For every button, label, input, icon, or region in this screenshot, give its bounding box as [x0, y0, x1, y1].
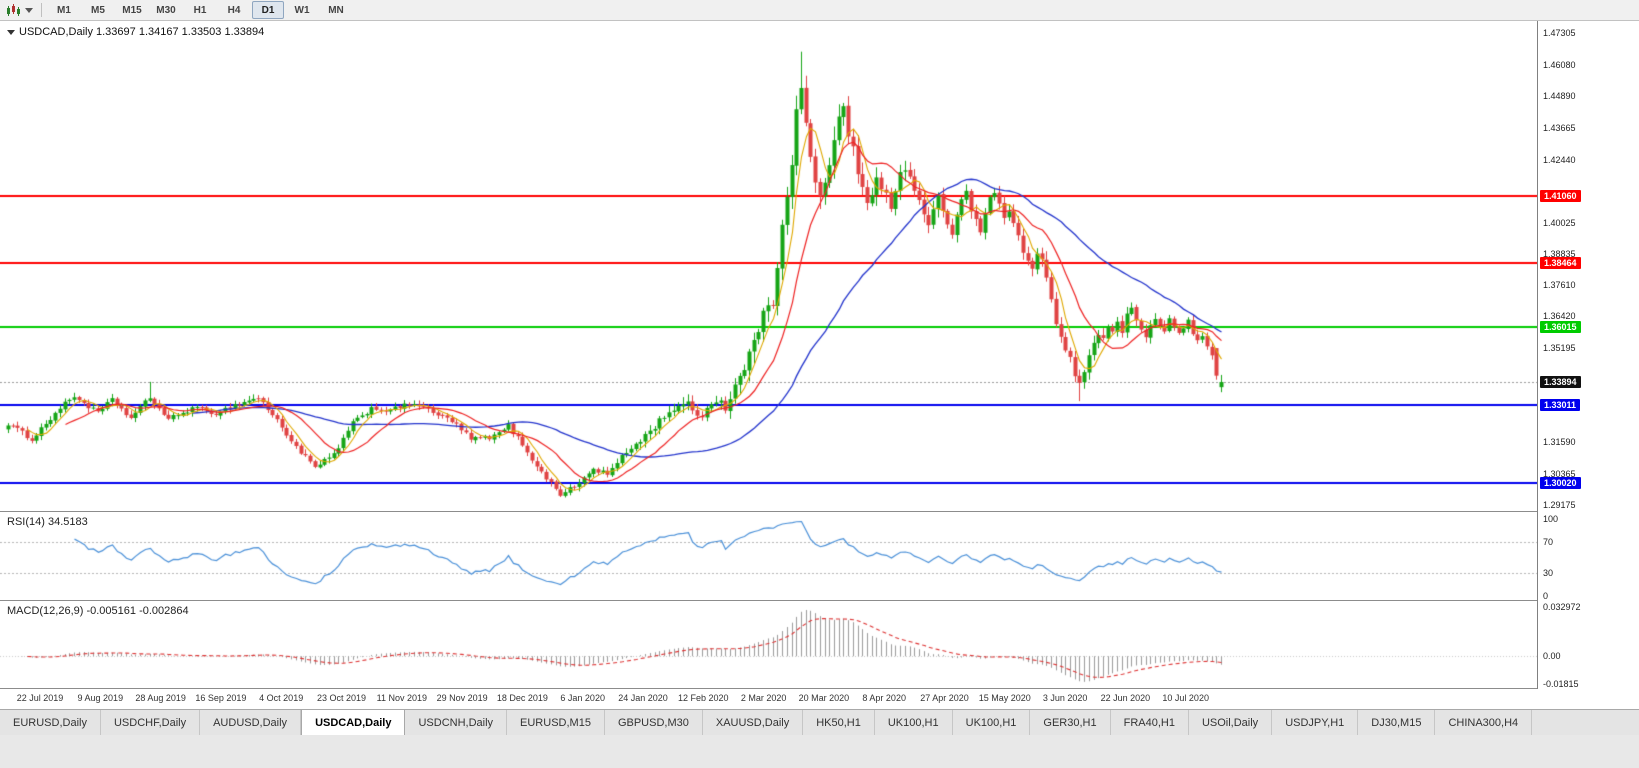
macd-axis-label: -0.01815 [1543, 679, 1579, 689]
date-axis-label: 24 Jan 2020 [618, 693, 668, 703]
timeframe-button-H4[interactable]: H4 [227, 4, 241, 16]
toolbar-separator [41, 3, 42, 17]
date-axis-label: 2 Mar 2020 [740, 693, 787, 703]
chart-tab-eurusd-m15[interactable]: EURUSD,M15 [507, 710, 605, 735]
date-axis-label: 28 Aug 2019 [135, 693, 186, 703]
panel-splitter[interactable] [0, 511, 1639, 512]
chart-tab-eurusd-daily[interactable]: EURUSD,Daily [0, 710, 101, 735]
price-axis-label: 1.47305 [1543, 28, 1576, 39]
date-axis-label: 23 Oct 2019 [316, 693, 367, 703]
main-chart-canvas[interactable] [0, 21, 1537, 511]
date-axis-label: 12 Feb 2020 [678, 693, 729, 703]
timeframe-button-MN[interactable]: MN [328, 4, 344, 16]
date-axis-label: 22 Jun 2020 [1100, 693, 1151, 703]
toolbar: M1 M5 M15 M30 H1 H4 D1 W1 MN [0, 0, 1639, 21]
price-axis[interactable]: 1.47305 1.46080 1.44890 1.43665 1.42440 1.400… [1537, 21, 1639, 689]
macd-axis-label: 0.032972 [1543, 602, 1581, 612]
chart-tab-gbpusd-m30[interactable]: GBPUSD,M30 [604, 710, 703, 735]
date-axis[interactable]: 22 Jul 2019 9 Aug 2019 28 Aug 2019 16 Sep 2… [0, 689, 1639, 709]
chart-tab-usdjpy-h1[interactable]: USDJPY,H1 [1272, 710, 1359, 735]
price-axis-label: 1.43665 [1543, 122, 1576, 133]
price-axis-label: 1.31590 [1543, 436, 1576, 447]
chart-tab-bar: EURUSD,Daily USDCHF,Daily AUDUSD,Daily USDC… [0, 709, 1639, 735]
date-axis-label: 8 Apr 2020 [862, 693, 906, 703]
rsi-axis-label: 0 [1543, 591, 1549, 601]
chart-tab-audusd-daily[interactable]: AUDUSD,Daily [200, 710, 302, 735]
chart-tab-usdcad-daily[interactable]: USDCAD,Daily [301, 710, 406, 735]
rsi-axis-label: 100 [1543, 514, 1559, 524]
price-axis-label: 1.44890 [1543, 91, 1576, 102]
date-axis-label: 27 Apr 2020 [920, 693, 969, 703]
price-axis-label: 1.38835 [1543, 248, 1576, 259]
chart-tab-hk50-h1[interactable]: HK50,H1 [803, 710, 875, 735]
timeframe-button-H1[interactable]: H1 [193, 4, 207, 16]
chart-type-icon[interactable] [4, 2, 22, 19]
chart-tab-ger30-h1[interactable]: GER30,H1 [1030, 710, 1111, 735]
price-line-tag: 1.36015 [1540, 320, 1581, 333]
price-axis-label: 1.30365 [1543, 468, 1576, 479]
panel-splitter[interactable] [0, 600, 1639, 601]
date-axis-label: 18 Dec 2019 [496, 693, 548, 703]
date-axis-label: 16 Sep 2019 [195, 693, 247, 703]
macd-axis-label: 0.00 [1543, 651, 1561, 662]
rsi-axis-label: 30 [1543, 567, 1554, 578]
timeframe-button-W1[interactable]: W1 [294, 4, 310, 16]
chart-tab-usdchf-daily[interactable]: USDCHF,Daily [100, 710, 201, 735]
candlestick-glyph [7, 3, 20, 16]
timeframe-button-M30[interactable]: M30 [156, 4, 176, 16]
timeframe-button-D1[interactable]: D1 [252, 1, 284, 19]
timeframe-button-M1[interactable]: M1 [57, 4, 71, 16]
date-axis-label: 9 Aug 2019 [77, 693, 124, 703]
macd-indicator-label: MACD(12,26,9) -0.005161 -0.002864 [7, 605, 189, 617]
chart-tab-xauusd-daily[interactable]: XAUUSD,Daily [702, 710, 804, 735]
price-axis-label: 1.35195 [1543, 343, 1576, 354]
date-axis-label: 3 Jun 2020 [1042, 693, 1088, 703]
timeframe-button-M5[interactable]: M5 [91, 4, 105, 16]
current-price-tag: 1.33894 [1540, 376, 1581, 389]
rsi-indicator-label: RSI(14) 34.5183 [7, 516, 88, 528]
symbol-menu-caret-icon[interactable] [7, 29, 15, 35]
price-axis-label: 1.40025 [1543, 217, 1576, 228]
footer-strip [0, 734, 1639, 768]
rsi-indicator-canvas[interactable] [0, 512, 1537, 600]
date-axis-label: 4 Oct 2019 [259, 693, 304, 703]
date-axis-label: 6 Jan 2020 [560, 693, 605, 703]
price-axis-label: 1.29175 [1543, 499, 1576, 510]
date-axis-label: 15 May 2020 [978, 693, 1031, 703]
rsi-axis-label: 70 [1543, 537, 1554, 548]
chart-tab-uk100-h1[interactable]: UK100,H1 [952, 710, 1031, 735]
chart-tab-china300-h4[interactable]: CHINA300,H4 [1435, 710, 1533, 735]
price-axis-label: 1.36420 [1543, 311, 1576, 322]
chart-tab-uk100-h1[interactable]: UK100,H1 [874, 710, 953, 735]
date-axis-label: 10 Jul 2020 [1162, 693, 1209, 703]
timeframe-button-M15[interactable]: M15 [122, 4, 142, 16]
symbol-ohlc-text: USDCAD,Daily 1.33697 1.34167 1.33503 1.3… [19, 26, 265, 38]
price-line-tag: 1.33011 [1540, 398, 1581, 411]
macd-indicator-canvas[interactable] [0, 601, 1537, 688]
price-axis-label: 1.37610 [1543, 280, 1576, 291]
chart-ohlc-header: USDCAD,Daily 1.33697 1.34167 1.33503 1.3… [7, 26, 264, 38]
price-line-tag: 1.30020 [1540, 476, 1581, 489]
date-axis-label: 29 Nov 2019 [436, 693, 488, 703]
price-line-tag: 1.38464 [1540, 257, 1581, 270]
chart-tab-usoil-daily[interactable]: USOil,Daily [1188, 710, 1273, 735]
chart-tab-fra40-h1[interactable]: FRA40,H1 [1110, 710, 1189, 735]
panel-splitter [0, 688, 1639, 689]
date-axis-label: 20 Mar 2020 [798, 693, 850, 703]
price-axis-label: 1.42440 [1543, 154, 1576, 165]
chart-tab-usdcnh-daily[interactable]: USDCNH,Daily [405, 710, 508, 735]
timeframe-button-group: M1 M5 M15 M30 H1 H4 D1 W1 MN [47, 1, 353, 19]
date-axis-label: 11 Nov 2019 [376, 693, 427, 703]
chart-type-dropdown-caret-icon[interactable] [25, 7, 33, 13]
price-axis-label: 1.46080 [1543, 60, 1576, 71]
price-line-tag: 1.41060 [1540, 189, 1581, 202]
chart-tab-dj30-m15[interactable]: DJ30,M15 [1358, 710, 1436, 735]
date-axis-label: 22 Jul 2019 [16, 693, 64, 703]
